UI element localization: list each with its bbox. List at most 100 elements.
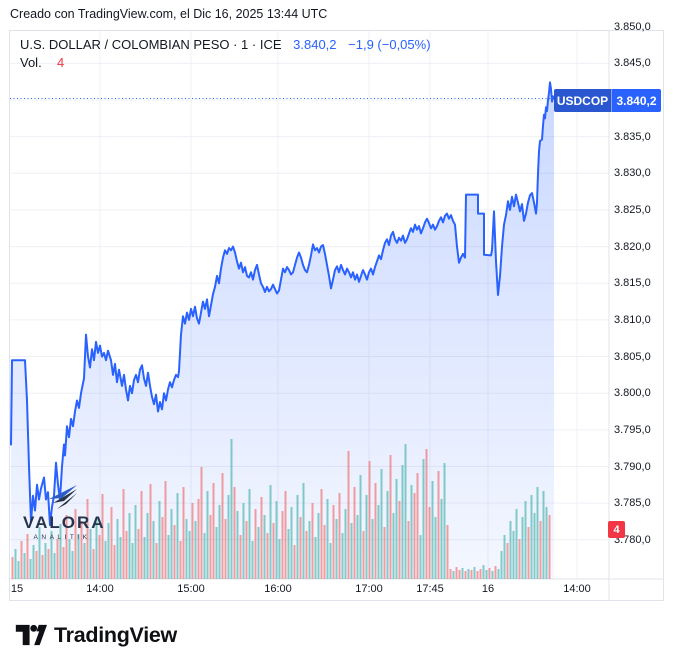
volume-bar [242, 503, 245, 579]
volume-bar [230, 439, 233, 579]
volume-bar [317, 513, 320, 579]
volume-bar [455, 567, 458, 579]
volume-bar [377, 505, 380, 579]
volume-bar [266, 533, 269, 579]
volume-bar [107, 523, 110, 579]
volume-bar [287, 529, 290, 579]
volume-bar [506, 543, 509, 579]
volume-bar [149, 484, 152, 579]
volume-value: 4 [56, 55, 65, 70]
chart-canvas[interactable] [10, 31, 663, 600]
volume-bar [419, 535, 422, 579]
volume-bar [47, 549, 50, 579]
volume-bar [56, 539, 59, 579]
volume-bar [527, 527, 530, 579]
volume-bar [125, 531, 128, 579]
volume-bar [311, 503, 314, 579]
price-line [10, 81, 555, 527]
volume-bar [401, 465, 404, 579]
volume-bar [191, 503, 194, 579]
volume-bar [296, 495, 299, 579]
volume-bar [263, 515, 266, 579]
volume-bar [14, 549, 17, 579]
volume-bar [359, 475, 362, 579]
volume-bar [44, 543, 47, 579]
volume-bar [383, 527, 386, 579]
volume-bar [431, 481, 434, 579]
volume-bar [422, 459, 425, 579]
time-tick-label: 16:00 [264, 583, 292, 595]
volume-bar [137, 529, 140, 579]
legend-row-volume: Vol. 4 [20, 55, 431, 70]
watermark-subtitle: ANALITIK [33, 534, 91, 541]
time-tick-label: 17:45 [416, 583, 444, 595]
volume-bar [158, 501, 161, 579]
volume-bar [494, 566, 497, 579]
volume-bar [35, 551, 38, 579]
volume-bar [395, 479, 398, 579]
volume-bar [530, 495, 533, 579]
volume-bar [77, 534, 80, 579]
chart-widget: U.S. DOLLAR / COLOMBIAN PESO · 1 · ICE 3… [9, 21, 665, 602]
volume-bar [500, 551, 503, 579]
volume-bar [20, 541, 23, 579]
volume-bar [545, 507, 548, 579]
volume-bar [446, 525, 449, 579]
volume-bar [515, 509, 518, 579]
volume-bar [482, 565, 485, 579]
volume-bar [182, 487, 185, 579]
tradingview-wordmark: TradingView [54, 622, 177, 647]
volume-bar [389, 455, 392, 579]
volume-bar [437, 471, 440, 579]
volume-bar [50, 531, 53, 579]
volume-bar [122, 489, 125, 579]
volume-bar [302, 483, 305, 579]
last-price: 3.840,2 [293, 37, 337, 52]
volume-bar [143, 537, 146, 579]
volume-bar [89, 529, 92, 579]
volume-bar [341, 533, 344, 579]
volume-bar [362, 531, 365, 579]
volume-badge: 4 [608, 521, 625, 538]
volume-bar [254, 509, 257, 579]
price-area [11, 82, 554, 580]
volume-bar [233, 487, 236, 579]
volume-bar [323, 525, 326, 579]
volume-bar [461, 568, 464, 579]
volume-bar [299, 517, 302, 579]
volume-label: Vol. [20, 55, 42, 70]
time-tick-label: 15 [10, 583, 24, 595]
volume-bar [206, 491, 209, 579]
volume-bar [215, 527, 218, 579]
volume-bar [140, 491, 143, 579]
volume-bar [332, 505, 335, 579]
volume-bar [155, 543, 158, 579]
volume-bar [146, 513, 149, 579]
volume-bar [275, 501, 278, 579]
volume-bar [524, 501, 527, 579]
volume-bar [470, 570, 473, 579]
volume-bar [386, 491, 389, 579]
volume-bar [161, 517, 164, 579]
volume-bar [428, 507, 431, 579]
volume-bar [425, 449, 428, 579]
volume-bar [227, 495, 230, 579]
volume-bar [416, 473, 419, 579]
time-tick-label: 14:00 [563, 583, 591, 595]
volume-bar [26, 534, 29, 579]
volume-bar [176, 493, 179, 579]
time-tick-label: 14:00 [86, 583, 114, 595]
volume-bar [134, 505, 137, 579]
volume-bar [488, 568, 491, 579]
volume-bar [251, 541, 254, 579]
time-axis[interactable]: 15 14:00 15:00 16:00 17:00 17:45 16 14:00 [10, 31, 665, 602]
tradingview-footer[interactable]: TradingView [14, 622, 177, 648]
volume-bar [509, 521, 512, 579]
volume-bar [533, 513, 536, 579]
volume-bar [536, 487, 539, 579]
volume-bar [59, 524, 62, 579]
legend-row-symbol: U.S. DOLLAR / COLOMBIAN PESO · 1 · ICE 3… [20, 37, 431, 52]
volume-bar [218, 505, 221, 579]
volume-bar [380, 469, 383, 579]
volume-bar [23, 553, 26, 579]
